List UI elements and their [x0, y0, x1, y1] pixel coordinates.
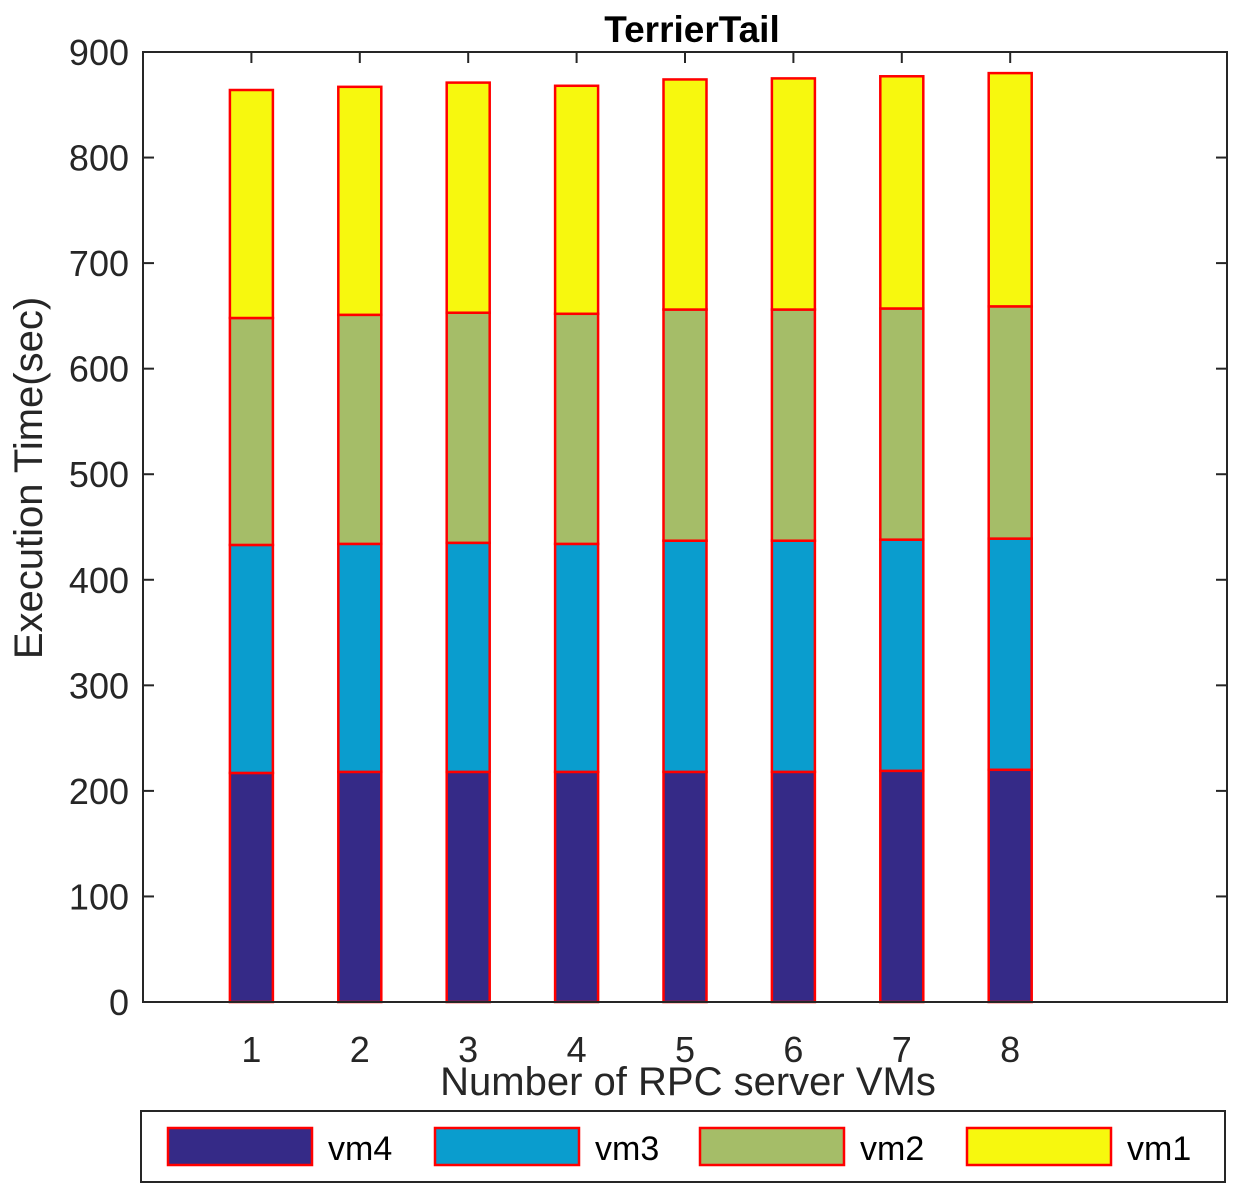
bar-vm1-4	[553, 84, 600, 316]
bar-vm4-5	[662, 770, 708, 1004]
x-tick-label: 2	[350, 1029, 370, 1070]
legend-label-vm1: vm1	[1127, 1130, 1191, 1168]
legend-swatch-vm1	[965, 1126, 1113, 1167]
bar-vm3-6	[770, 539, 817, 774]
bar-vm1-6	[770, 77, 817, 311]
y-tick-label: 400	[69, 560, 129, 601]
chart-title: TerrierTail	[604, 9, 779, 50]
legend-label-vm2: vm2	[860, 1130, 924, 1168]
y-tick-label: 500	[69, 454, 129, 495]
y-axis-label: Execution Time(sec)	[7, 297, 51, 659]
bar-vm4-8	[987, 768, 1033, 1004]
bar-vm4-2	[337, 770, 383, 1004]
legend-swatch-vm2	[698, 1126, 846, 1167]
bar-vm1-3	[445, 81, 491, 314]
bar-vm2-5	[662, 308, 708, 542]
plot-frame	[142, 51, 1228, 1003]
bar-vm4-7	[879, 769, 925, 1004]
bar-vm4-3	[445, 770, 491, 1004]
x-tick-label: 8	[1000, 1029, 1020, 1070]
bar-vm1-7	[879, 75, 925, 310]
legend-swatch-vm4	[166, 1126, 314, 1167]
legend: vm4 vm3 vm2 vm1	[140, 1110, 1226, 1183]
legend-swatch-vm3	[433, 1126, 581, 1167]
x-tick-label: 7	[892, 1029, 912, 1070]
legend-label-vm3: vm3	[595, 1130, 659, 1168]
y-tick-label: 800	[69, 138, 129, 179]
legend-label-vm4: vm4	[328, 1130, 392, 1168]
bar-vm1-5	[662, 78, 708, 311]
bar-vm2-4	[553, 312, 600, 546]
bar-vm4-4	[553, 770, 600, 1004]
bar-vm3-4	[553, 542, 600, 774]
bar-vm3-2	[337, 542, 383, 774]
bar-vm1-2	[337, 85, 383, 317]
y-tick-label: 200	[69, 771, 129, 812]
bar-vm1-1	[228, 88, 275, 320]
bar-vm3-5	[662, 539, 708, 774]
bar-vm2-8	[987, 305, 1033, 540]
bar-vm2-1	[228, 316, 275, 547]
y-tick-label: 700	[69, 243, 129, 284]
y-tick-label: 100	[69, 876, 129, 917]
plot-area: 0 100 200 300 400 500 600 700 800 900 1 2 3 4 5 6 7 8	[69, 32, 1227, 1070]
bar-vm3-7	[879, 538, 925, 773]
bar-vm4-6	[770, 770, 817, 1004]
y-tick-label: 900	[69, 32, 129, 73]
y-tick-label: 600	[69, 349, 129, 390]
x-axis-label: Number of RPC server VMs	[440, 1060, 936, 1104]
x-tick-label: 3	[458, 1029, 478, 1070]
x-tick-label: 6	[783, 1029, 803, 1070]
bar-vm2-2	[337, 313, 383, 546]
bar-vm2-6	[770, 308, 817, 542]
bar-vm1-8	[987, 71, 1033, 308]
y-tick-label: 0	[109, 982, 129, 1023]
bar-vm3-8	[987, 537, 1033, 772]
x-tick-label: 5	[675, 1029, 695, 1070]
y-tick-label: 300	[69, 665, 129, 706]
x-tick-label: 4	[567, 1029, 587, 1070]
bar-vm3-1	[228, 543, 275, 775]
bar-vm3-3	[445, 541, 491, 774]
bar-vm2-7	[879, 307, 925, 541]
x-tick-label: 1	[241, 1029, 261, 1070]
bar-vm4-1	[228, 771, 275, 1004]
bar-vm2-3	[445, 311, 491, 545]
